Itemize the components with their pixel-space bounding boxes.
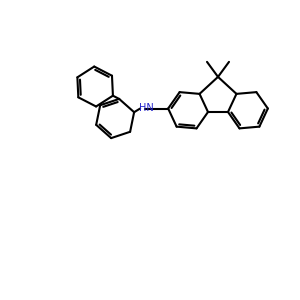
Text: HN: HN: [139, 103, 154, 112]
